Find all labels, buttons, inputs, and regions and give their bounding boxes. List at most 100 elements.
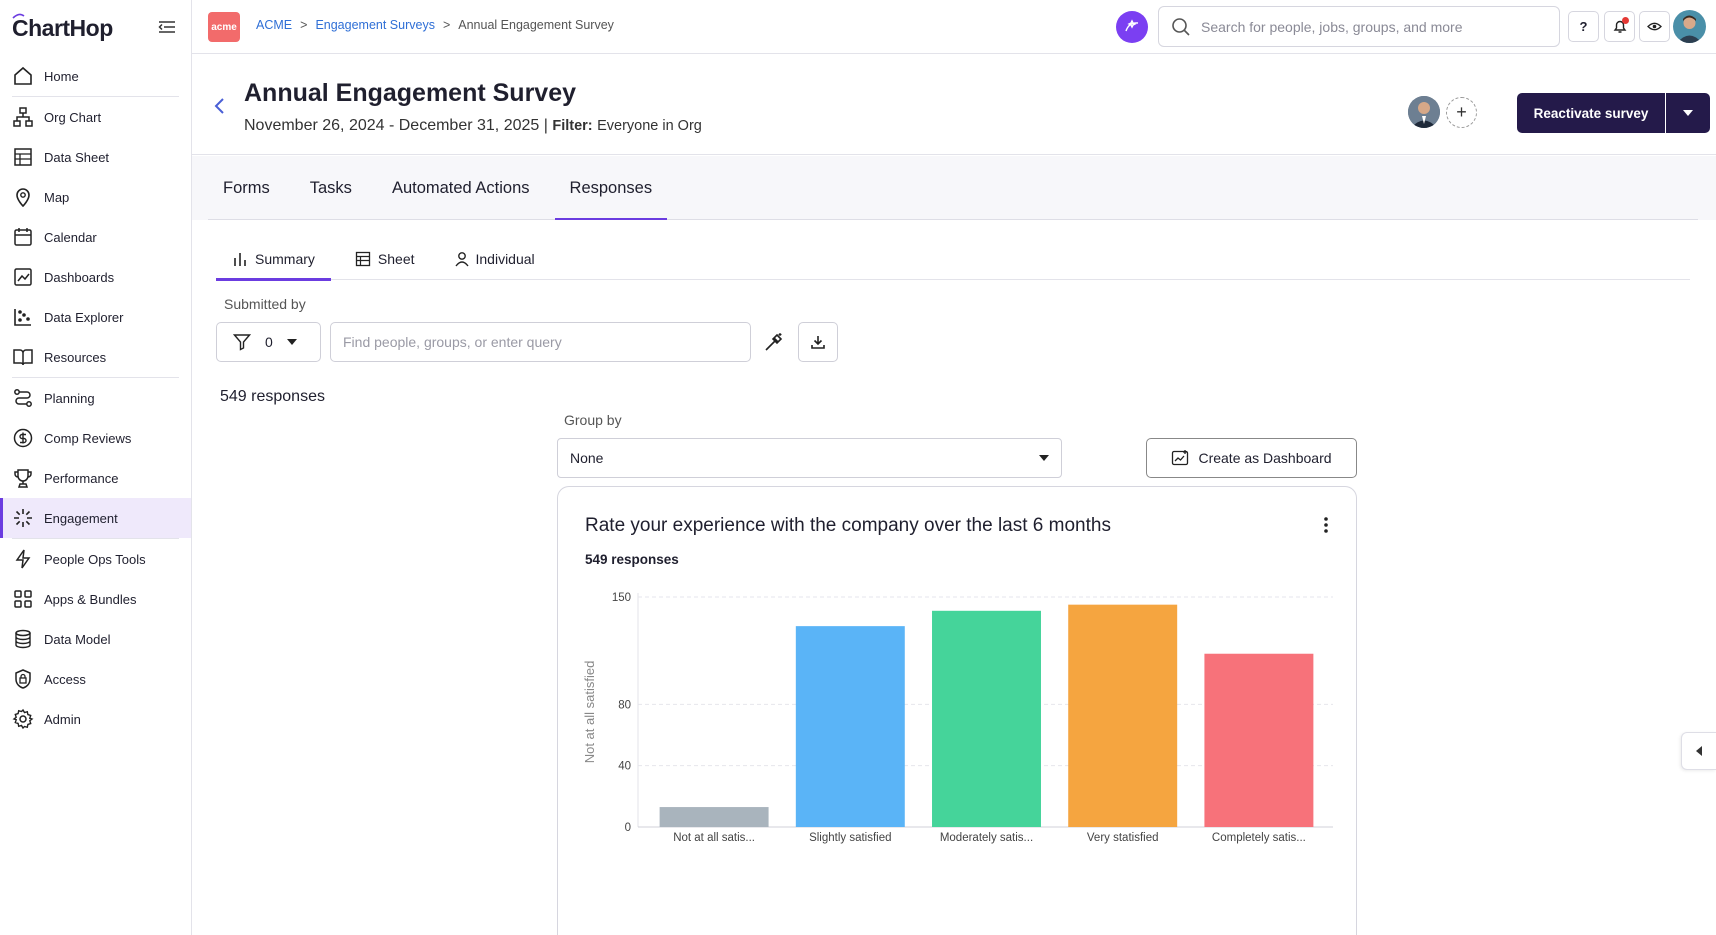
user-avatar[interactable] bbox=[1673, 10, 1706, 43]
sidebar-item-label: Map bbox=[44, 189, 70, 205]
sidebar-item-map[interactable]: Map bbox=[0, 177, 191, 217]
org-logo[interactable]: acme bbox=[208, 12, 240, 42]
sidebar-item-dashboards[interactable]: Dashboards bbox=[0, 257, 191, 297]
collapse-sidebar-button[interactable] bbox=[156, 16, 178, 38]
sidebar-nav: Home Org Chart Data Sheet Map Calendar Dashbo… bbox=[0, 56, 191, 739]
card-menu-button[interactable] bbox=[1314, 513, 1338, 537]
ai-assistant-button[interactable] bbox=[1116, 11, 1148, 43]
sidebar-item-label: Access bbox=[44, 671, 86, 687]
breadcrumb-acme[interactable]: ACME bbox=[256, 18, 293, 32]
database-icon bbox=[12, 628, 34, 650]
reactivate-survey-button[interactable]: Reactivate survey bbox=[1517, 93, 1665, 133]
sidebar-item-access[interactable]: Access bbox=[0, 659, 191, 699]
create-dashboard-label: Create as Dashboard bbox=[1198, 450, 1332, 466]
sidebar-item-apps-bundles[interactable]: Apps & Bundles bbox=[0, 579, 191, 619]
reactivate-dropdown-button[interactable] bbox=[1666, 93, 1710, 133]
sidebar-divider bbox=[12, 96, 179, 97]
side-panel-toggle[interactable] bbox=[1681, 732, 1716, 770]
responses-count: 549 responses bbox=[220, 388, 325, 405]
tab-responses[interactable]: Responses bbox=[554, 156, 668, 221]
eye-icon bbox=[1647, 22, 1662, 31]
sidebar-item-label: Comp Reviews bbox=[44, 430, 132, 446]
query-input[interactable] bbox=[330, 322, 751, 362]
sidebar-item-label: Home bbox=[44, 68, 79, 84]
y-tick-label: 150 bbox=[612, 592, 631, 604]
sidebar-item-data-sheet[interactable]: Data Sheet bbox=[0, 137, 191, 177]
responses-panel: Summary Sheet Individual Submitted by 0 … bbox=[192, 220, 1716, 935]
download-button[interactable] bbox=[798, 322, 838, 362]
group-by-select[interactable]: None bbox=[557, 438, 1062, 478]
trophy-icon bbox=[12, 467, 34, 489]
charthop-logo[interactable]: ChartHop bbox=[12, 8, 113, 48]
sidebar-item-label: Performance bbox=[44, 470, 119, 486]
collapse-menu-icon bbox=[158, 21, 175, 33]
sidebar-item-people-ops-tools[interactable]: People Ops Tools bbox=[0, 539, 191, 579]
sidebar-item-planning[interactable]: Planning bbox=[0, 378, 191, 418]
lightning-icon bbox=[12, 548, 34, 570]
response-bar-chart: 0 40 80 150 Not at all satisfied Not at all s… bbox=[582, 592, 1333, 844]
sidebar-item-performance[interactable]: Performance bbox=[0, 458, 191, 498]
content-area: Forms Tasks Automated Actions Responses … bbox=[192, 156, 1716, 935]
caret-left-icon bbox=[1696, 746, 1702, 756]
sidebar-item-admin[interactable]: Admin bbox=[0, 699, 191, 739]
sidebar-item-label: Resources bbox=[44, 349, 107, 365]
sidebar-item-label: Planning bbox=[44, 390, 95, 406]
subtab-sheet-label: Sheet bbox=[377, 251, 415, 267]
person-icon bbox=[454, 252, 469, 267]
sidebar-item-org-chart[interactable]: Org Chart bbox=[0, 97, 191, 137]
sidebar-item-comp-reviews[interactable]: Comp Reviews bbox=[0, 418, 191, 458]
search-input[interactable] bbox=[1201, 18, 1541, 35]
filter-count: 0 bbox=[265, 334, 273, 350]
org-chart-icon bbox=[12, 106, 34, 128]
date-range: November 26, 2024 - December 31, 2025 | bbox=[244, 117, 548, 134]
page-title: Annual Engagement Survey bbox=[244, 79, 577, 107]
sidebar-item-data-model[interactable]: Data Model bbox=[0, 619, 191, 659]
sidebar-item-home[interactable]: Home bbox=[0, 56, 191, 96]
tab-tasks[interactable]: Tasks bbox=[309, 178, 352, 197]
create-dashboard-button[interactable]: Create as Dashboard bbox=[1146, 438, 1357, 478]
add-owner-button[interactable]: + bbox=[1446, 97, 1477, 128]
x-tick-label: Slightly satisfied bbox=[809, 832, 891, 844]
book-icon bbox=[12, 346, 34, 368]
subtab-individual[interactable]: Individual bbox=[439, 238, 551, 280]
filter-button[interactable]: 0 bbox=[216, 322, 321, 362]
download-icon bbox=[811, 336, 825, 349]
x-tick-label: Very statisfied bbox=[1087, 832, 1159, 844]
help-button[interactable]: ? bbox=[1568, 11, 1599, 42]
back-button[interactable] bbox=[208, 95, 230, 117]
question-title: Rate your experience with the company ov… bbox=[585, 515, 1111, 536]
tab-forms[interactable]: Forms bbox=[223, 178, 270, 197]
global-search[interactable] bbox=[1158, 6, 1560, 47]
owner-avatar[interactable] bbox=[1408, 96, 1440, 128]
question-card: Rate your experience with the company ov… bbox=[557, 486, 1357, 935]
sub-tabs: Summary Sheet Individual bbox=[216, 238, 1690, 281]
view-as-button[interactable] bbox=[1639, 11, 1670, 42]
top-bar: acme ACME > Engagement Surveys > Annual … bbox=[192, 0, 1716, 54]
sidebar-item-engagement[interactable]: Engagement bbox=[0, 498, 191, 538]
y-tick-label: 40 bbox=[618, 761, 631, 773]
magic-query-button[interactable] bbox=[760, 328, 788, 356]
subtab-sheet[interactable]: Sheet bbox=[339, 238, 431, 280]
sidebar-item-label: Data Model bbox=[44, 631, 111, 647]
y-axis-label: Not at all satisfied bbox=[582, 661, 597, 764]
subtab-summary[interactable]: Summary bbox=[216, 238, 331, 281]
bar-3 bbox=[932, 610, 1041, 827]
subtab-summary-label: Summary bbox=[255, 251, 315, 267]
filter-funnel-icon bbox=[233, 334, 251, 351]
sidebar-item-label: Dashboards bbox=[44, 269, 115, 285]
bell-icon bbox=[1613, 20, 1626, 33]
sidebar: ChartHop Home Org Chart Data Sheet Map Calen… bbox=[0, 0, 192, 935]
org-logo-text: acme bbox=[211, 21, 237, 33]
sidebar-item-label: Org Chart bbox=[44, 109, 102, 125]
tab-automated-actions[interactable]: Automated Actions bbox=[391, 178, 530, 197]
notifications-button[interactable] bbox=[1604, 11, 1635, 42]
breadcrumb-engagement-surveys[interactable]: Engagement Surveys bbox=[315, 18, 435, 32]
sidebar-item-calendar[interactable]: Calendar bbox=[0, 217, 191, 257]
sidebar-item-resources[interactable]: Resources bbox=[0, 337, 191, 377]
breadcrumb-separator: > bbox=[300, 18, 308, 32]
notification-dot bbox=[1622, 17, 1629, 24]
survey-subtitle: November 26, 2024 - December 31, 2025 | … bbox=[244, 117, 702, 135]
subtab-individual-label: Individual bbox=[475, 251, 535, 267]
sidebar-item-data-explorer[interactable]: Data Explorer bbox=[0, 297, 191, 337]
breadcrumb-current: Annual Engagement Survey bbox=[458, 18, 614, 32]
